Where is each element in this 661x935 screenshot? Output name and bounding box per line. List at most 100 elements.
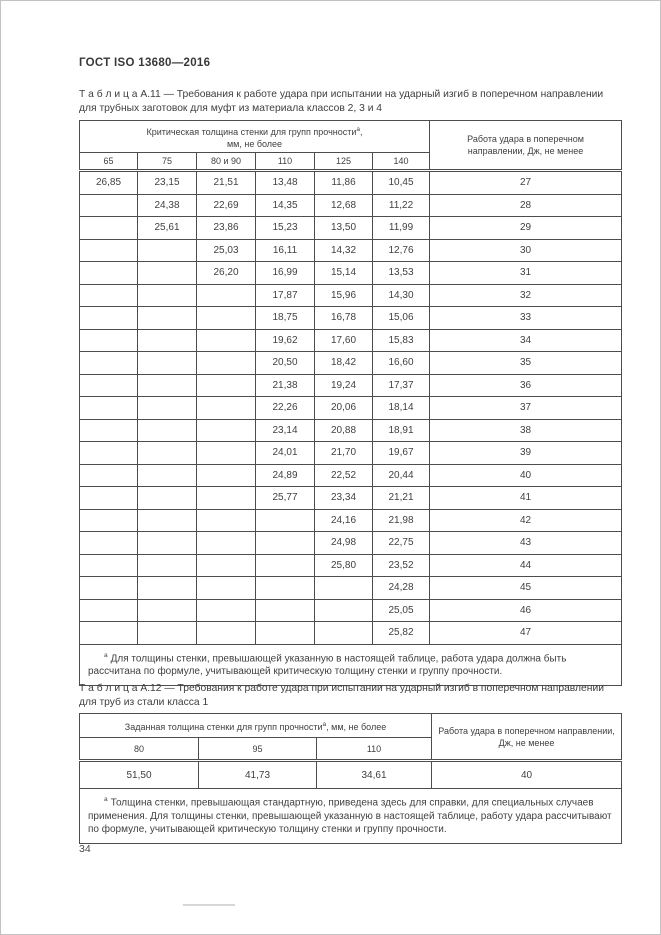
table-row: 25,03 16,11 14,32 12,76 30 <box>79 238 623 262</box>
table-cell: 18,14 <box>371 396 431 420</box>
column-header: 110 <box>315 737 433 762</box>
table-cell <box>314 576 373 600</box>
column-header: 75 <box>137 152 197 172</box>
table-row: 23,14 20,88 18,91 38 <box>79 418 623 442</box>
table-row: 26,85 23,15 21,51 13,48 11,86 10,45 27 <box>79 170 623 195</box>
table-row: 24,89 22,52 20,44 40 <box>79 463 623 487</box>
group-header-line2: мм, не более <box>226 138 283 149</box>
footnote-text: Для толщины стенки, превышающей указанну… <box>88 652 567 678</box>
table-cell: 21,98 <box>371 508 431 532</box>
table-cell: 25,82 <box>371 621 431 645</box>
table-cell: 41 <box>429 486 623 510</box>
table-cell <box>137 373 197 397</box>
table-cell <box>137 598 197 622</box>
table-cell: 21,70 <box>314 441 373 465</box>
table-cell <box>137 486 197 510</box>
table-cell: 29 <box>429 216 623 240</box>
table-cell: 34 <box>429 328 623 352</box>
table-cell <box>79 531 138 555</box>
table-cell: 16,99 <box>255 261 315 285</box>
table-row: 24,01 21,70 19,67 39 <box>79 441 623 465</box>
table-cell <box>79 576 138 600</box>
table-cell: 19,62 <box>255 328 315 352</box>
table-cell: 42 <box>429 508 623 532</box>
table-cell: 20,44 <box>371 463 431 487</box>
table-cell <box>79 553 138 577</box>
table-cell: 28 <box>429 193 623 217</box>
table-a12-footnote: а Толщина стенки, превышающая стандартную… <box>78 788 623 844</box>
group-header-tail: , мм, не более <box>326 721 387 732</box>
table-cell <box>196 486 256 510</box>
table-cell: 15,96 <box>314 283 373 307</box>
table-row: 25,05 46 <box>79 598 623 622</box>
table-cell: 22,69 <box>196 193 256 217</box>
table-cell: 11,22 <box>371 193 431 217</box>
table-cell: 17,87 <box>255 283 315 307</box>
table-cell <box>79 216 138 240</box>
table-cell: 17,37 <box>371 373 431 397</box>
table-a11: Критическая толщина стенки для групп про… <box>78 120 623 686</box>
table-cell: 23,52 <box>371 553 431 577</box>
table-cell: 13,53 <box>371 261 431 285</box>
table-cell: 26,20 <box>196 261 256 285</box>
table-cell: 18,75 <box>255 306 315 330</box>
table-cell <box>137 238 197 262</box>
table-a12-caption-text: — Требования к работе удара при испытани… <box>79 683 604 708</box>
table-cell <box>196 553 256 577</box>
table-cell: 41,73 <box>198 760 317 789</box>
table-a12-work-header: Работа удара в поперечном направлении, Д… <box>431 713 623 762</box>
column-header: 65 <box>79 152 138 172</box>
table-cell: 25,05 <box>371 598 431 622</box>
table-cell: 22,75 <box>371 531 431 555</box>
table-cell <box>137 283 197 307</box>
footnote-paragraph: а Для толщины стенки, превышающей указанн… <box>88 649 613 679</box>
table-cell <box>196 306 256 330</box>
table-cell <box>137 396 197 420</box>
table-a11-subheader-row: 65 75 80 и 90 110 125 140 <box>79 152 622 172</box>
table-row: 51,50 41,73 34,61 40 <box>79 760 623 789</box>
table-cell <box>196 283 256 307</box>
table-cell: 33 <box>429 306 623 330</box>
table-cell: 31 <box>429 261 623 285</box>
table-cell <box>137 553 197 577</box>
table-cell <box>196 418 256 442</box>
table-cell: 25,80 <box>314 553 373 577</box>
table-cell <box>255 576 315 600</box>
table-cell <box>196 351 256 375</box>
column-header: 125 <box>314 152 373 172</box>
table-cell <box>137 576 197 600</box>
table-row: 25,80 23,52 44 <box>79 553 623 577</box>
group-header-text: Критическая толщина стенки для групп про… <box>146 126 357 137</box>
table-cell: 23,15 <box>137 170 197 195</box>
table-cell <box>196 463 256 487</box>
table-cell <box>137 261 197 285</box>
table-cell: 40 <box>429 463 623 487</box>
table-cell: 34,61 <box>315 760 433 789</box>
table-row: 26,20 16,99 15,14 13,53 31 <box>79 261 623 285</box>
table-row: 24,98 22,75 43 <box>79 531 623 555</box>
table-cell <box>255 553 315 577</box>
table-cell: 18,91 <box>371 418 431 442</box>
table-cell <box>137 531 197 555</box>
table-cell <box>79 193 138 217</box>
table-cell <box>137 621 197 645</box>
table-cell: 21,21 <box>371 486 431 510</box>
table-cell: 24,01 <box>255 441 315 465</box>
standard-number: ГОСТ ISO 13680—2016 <box>79 57 211 69</box>
table-cell <box>79 238 138 262</box>
table-cell: 39 <box>429 441 623 465</box>
table-row: 24,28 45 <box>79 576 623 600</box>
table-row: 20,50 18,42 16,60 35 <box>79 351 623 375</box>
table-cell <box>196 396 256 420</box>
table-cell: 14,32 <box>314 238 373 262</box>
column-header: 140 <box>371 152 431 172</box>
table-cell: 14,35 <box>255 193 315 217</box>
table-cell: 11,86 <box>314 170 373 195</box>
table-cell <box>314 621 373 645</box>
table-cell: 24,89 <box>255 463 315 487</box>
column-header: 80 <box>79 737 199 762</box>
table-cell: 18,42 <box>314 351 373 375</box>
footnote-ref-icon: а <box>322 720 327 728</box>
table-cell <box>137 418 197 442</box>
table-cell <box>79 463 138 487</box>
